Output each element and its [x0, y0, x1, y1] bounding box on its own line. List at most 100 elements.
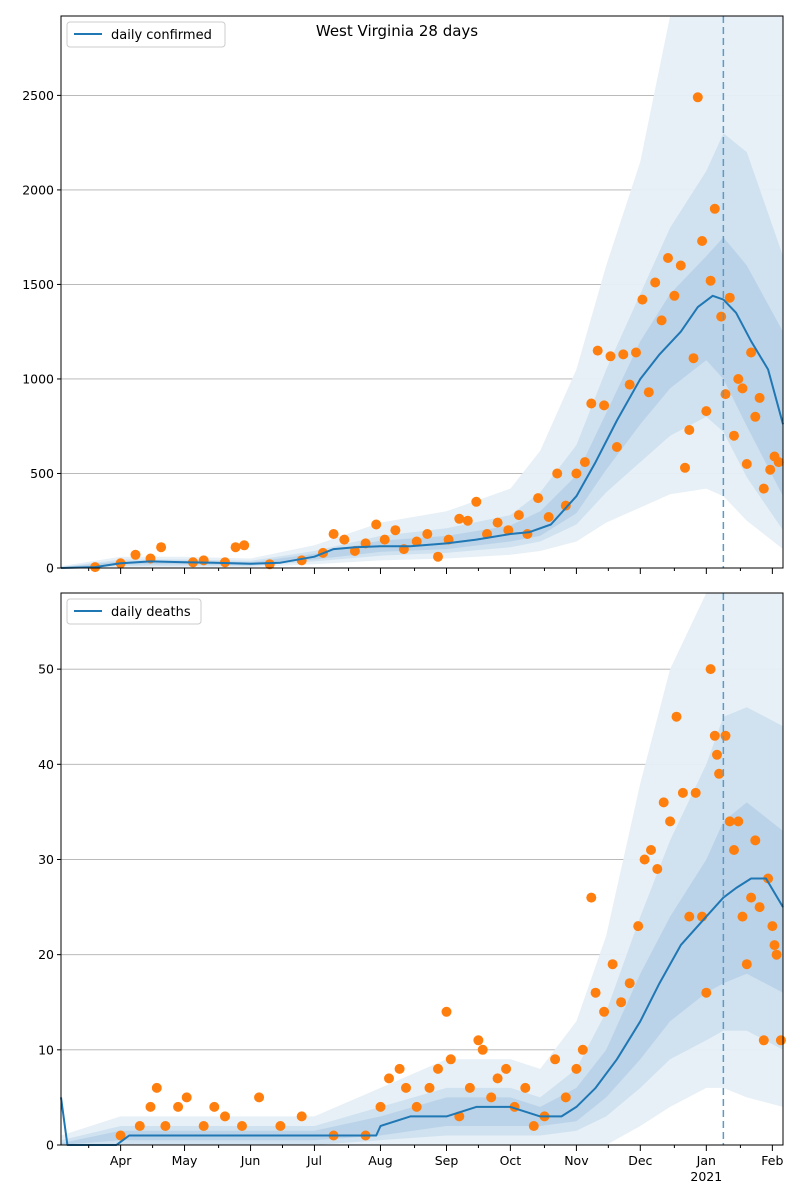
deaths-point	[384, 1073, 394, 1084]
confirmed-ytick-label: 1500	[22, 277, 54, 292]
deaths-point	[528, 1121, 539, 1131]
deaths-xtick-label: Feb	[761, 1153, 783, 1168]
deaths-ytick-label: 20	[38, 947, 54, 962]
deaths-point	[375, 1101, 386, 1112]
deaths-point	[652, 864, 663, 874]
deaths-point	[254, 1092, 265, 1103]
deaths-point	[464, 1082, 475, 1093]
confirmed-point	[729, 430, 739, 441]
deaths-point	[394, 1063, 405, 1074]
deaths-point	[746, 892, 757, 903]
confirmed-point	[454, 513, 465, 524]
confirmed-point	[571, 468, 582, 479]
confirmed-point	[720, 389, 731, 400]
confirmed-bands	[61, 16, 783, 568]
deaths-point	[433, 1063, 443, 1074]
deaths-point	[590, 987, 601, 998]
confirmed-point	[697, 236, 708, 246]
deaths-xtick-label: May	[172, 1153, 198, 1168]
confirmed-point	[599, 400, 610, 411]
deaths-panel: 0 10 20 30 40 50 Apr May Jun Jul Aug Sep Oct Nov Dec Ja…	[38, 592, 786, 1184]
deaths-point	[577, 1044, 588, 1055]
deaths-xtick-label: Jan	[696, 1153, 716, 1168]
deaths-point	[237, 1121, 247, 1131]
deaths-point	[720, 730, 731, 741]
deaths-point	[775, 1035, 786, 1046]
confirmed-ytick-label: 2000	[22, 182, 54, 197]
confirmed-point	[709, 203, 720, 214]
confirmed-point	[371, 519, 382, 530]
deaths-point	[560, 1092, 571, 1103]
deaths-point	[639, 854, 650, 865]
confirmed-point	[631, 347, 641, 358]
deaths-ytick-label: 10	[38, 1042, 54, 1057]
deaths-point	[737, 911, 748, 922]
confirmed-point	[611, 442, 622, 452]
confirmed-legend-label: daily confirmed	[111, 28, 212, 43]
deaths-xtick-label: Nov	[564, 1153, 589, 1168]
deaths-point	[275, 1121, 286, 1131]
deaths-xtick-label: Aug	[368, 1153, 392, 1168]
deaths-band-outer	[61, 593, 783, 1145]
confirmed-point	[592, 345, 603, 356]
confirmed-points	[90, 92, 784, 573]
deaths-point	[616, 997, 627, 1008]
confirmed-legend-box	[66, 21, 226, 48]
confirmed-point	[586, 398, 597, 409]
confirmed-point	[339, 534, 350, 545]
confirmed-point	[733, 374, 744, 384]
deaths-point	[771, 949, 782, 960]
deaths-bands	[61, 593, 783, 1145]
confirmed-ytick-label: 2500	[22, 88, 54, 103]
confirmed-point	[754, 392, 765, 403]
deaths-point	[750, 835, 761, 846]
confirmed-point	[411, 536, 422, 547]
confirmed-ytick-label: 1000	[22, 371, 54, 386]
deaths-point	[677, 787, 688, 798]
confirmed-point	[264, 559, 275, 570]
confirmed-point	[433, 551, 443, 562]
deaths-point	[665, 816, 676, 827]
confirmed-point	[522, 529, 533, 539]
confirmed-axes-frame	[60, 15, 784, 569]
deaths-xtick-label: Jun	[240, 1153, 261, 1168]
confirmed-point	[471, 496, 482, 507]
figure-title: West Virginia 28 days	[316, 22, 478, 40]
confirmed-point	[328, 529, 339, 539]
deaths-xtick-label: Apr	[110, 1153, 132, 1168]
confirmed-point	[680, 462, 690, 473]
deaths-ytick-label: 0	[46, 1138, 54, 1153]
confirmed-line-group	[60, 294, 784, 569]
deaths-xtick-label: Sep	[435, 1153, 459, 1168]
deaths-line-group	[60, 877, 784, 1146]
confirmed-point	[579, 457, 590, 468]
deaths-ytick-label: 40	[38, 757, 54, 772]
deaths-point	[724, 816, 735, 827]
deaths-xtick-label: Oct	[500, 1153, 522, 1168]
deaths-point	[145, 1101, 156, 1112]
confirmed-point	[618, 349, 629, 360]
deaths-ytick-label: 50	[38, 662, 54, 677]
deaths-point	[767, 921, 778, 932]
deaths-point	[624, 978, 635, 989]
deaths-band-middle	[61, 707, 783, 1145]
deaths-point	[671, 711, 682, 722]
confirmed-point	[390, 525, 401, 536]
deaths-point	[441, 1006, 452, 1017]
deaths-legend-box	[66, 598, 202, 625]
confirmed-point	[462, 515, 473, 526]
confirmed-point	[643, 387, 654, 398]
deaths-point	[173, 1101, 184, 1112]
deaths-point	[633, 921, 644, 932]
confirmed-point	[724, 292, 735, 303]
deaths-line	[60, 877, 784, 1146]
confirmed-point	[650, 277, 661, 288]
confirmed-point	[637, 294, 648, 305]
deaths-point	[758, 1035, 769, 1046]
deaths-point	[571, 1063, 582, 1074]
deaths-point	[690, 787, 701, 798]
confirmed-point	[543, 512, 554, 522]
deaths-point	[115, 1130, 126, 1141]
confirmed-point	[741, 459, 752, 469]
deaths-point	[477, 1044, 488, 1055]
